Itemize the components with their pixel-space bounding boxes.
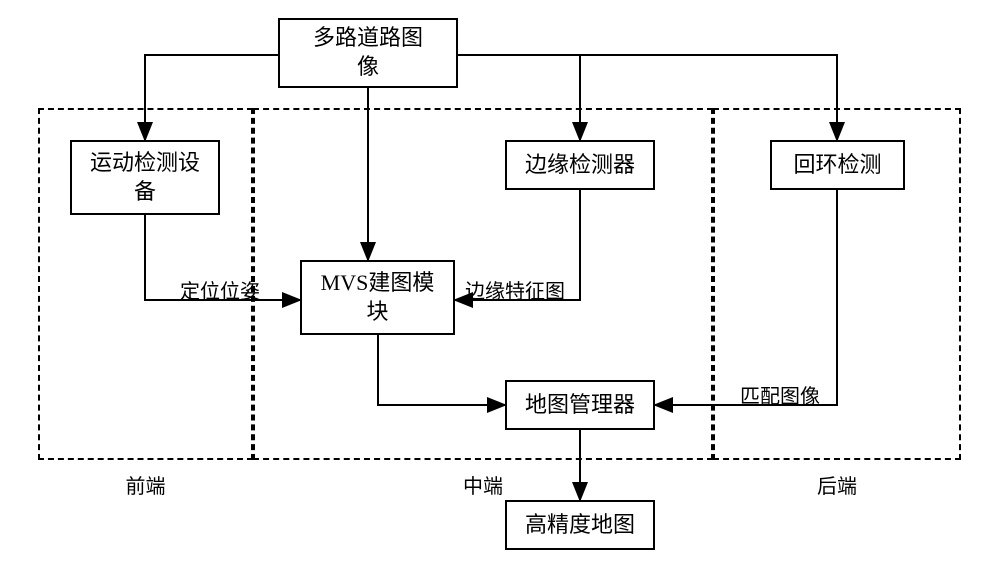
edge-label-loop_detect-map_mgr: 匹配图像 bbox=[740, 380, 820, 409]
node-motion: 运动检测设备 bbox=[70, 140, 220, 215]
region-label-middle: 中端 bbox=[443, 470, 523, 499]
node-input: 多路道路图像 bbox=[278, 18, 458, 88]
edge-label-motion-mvs: 定位位姿 bbox=[180, 275, 260, 304]
region-label-frontend: 前端 bbox=[106, 470, 186, 499]
region-label-backend: 后端 bbox=[797, 470, 877, 499]
node-mvs: MVS建图模块 bbox=[300, 260, 455, 335]
node-edge_detector: 边缘检测器 bbox=[505, 140, 655, 190]
node-loop_detect: 回环检测 bbox=[770, 140, 905, 190]
edge-label-edge_detector-mvs: 边缘特征图 bbox=[465, 275, 565, 304]
node-map_mgr: 地图管理器 bbox=[505, 380, 655, 430]
node-output: 高精度地图 bbox=[505, 500, 655, 550]
